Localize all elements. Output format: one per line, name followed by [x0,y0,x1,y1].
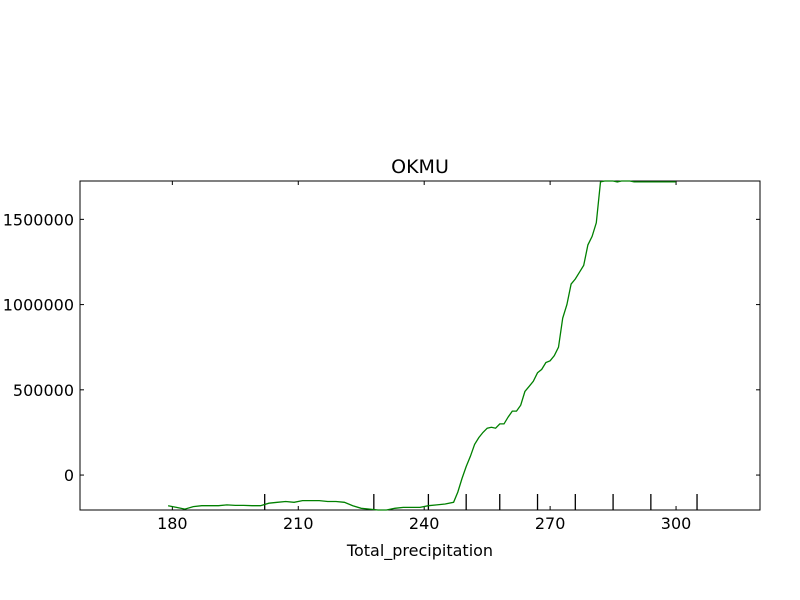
chart-title: OKMU [391,156,449,178]
plot-frame [79,180,761,511]
x-tick-label: 210 [283,514,314,533]
axis-ticks: 180 210 240 270 300 0 500000 1000000 1500000 [3,181,760,533]
y-tick-label: 500000 [13,381,74,400]
series-line [167,180,676,511]
x-axis-label: Total_precipitation [346,541,493,561]
y-tick-label: 1500000 [3,210,74,229]
x-tick-label: 270 [535,514,566,533]
y-tick-label: 1000000 [3,296,74,315]
x-tick-label: 240 [409,514,440,533]
bottom-markers [264,494,698,510]
x-tick-label: 180 [157,514,188,533]
y-tick-label: 0 [64,466,74,485]
x-tick-label: 300 [661,514,692,533]
